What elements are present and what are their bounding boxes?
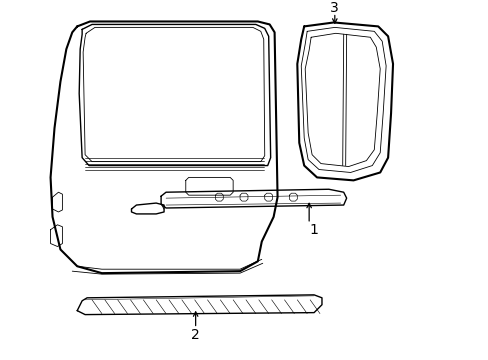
Text: 3: 3 xyxy=(330,1,339,15)
Text: 1: 1 xyxy=(309,223,318,237)
Text: 2: 2 xyxy=(191,328,200,342)
